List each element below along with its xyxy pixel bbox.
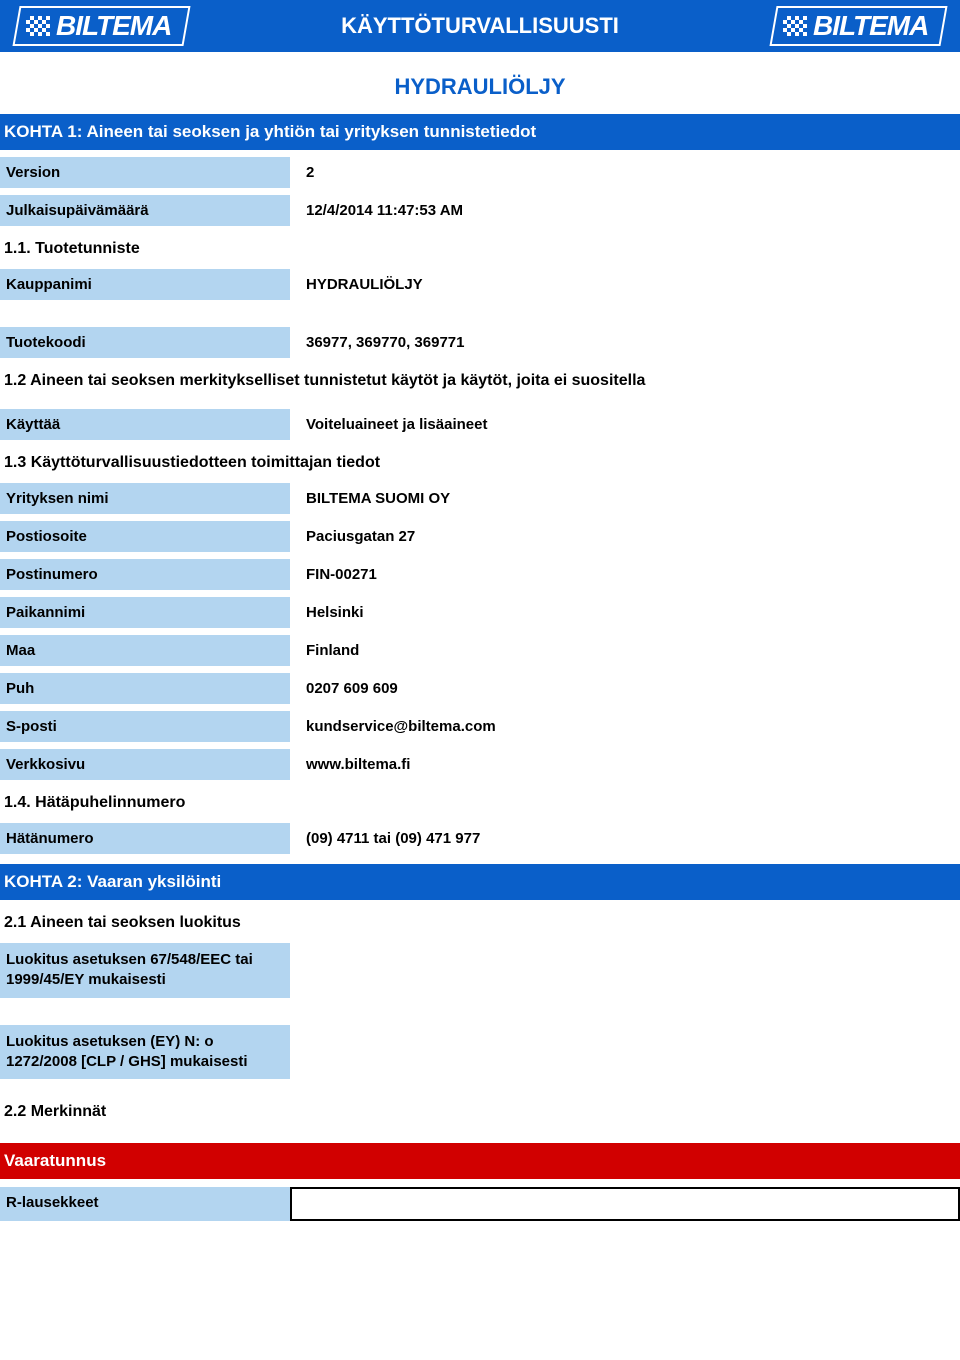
- logo-text: BILTEMA: [56, 10, 171, 42]
- product-subtitle-text: HYDRAULIÖLJY: [394, 74, 565, 99]
- row-tradename: Kauppanimi HYDRAULIÖLJY: [0, 269, 960, 300]
- value-city: Helsinki: [290, 597, 960, 628]
- value-productcode: 36977, 369770, 369771: [290, 327, 960, 358]
- row-city: Paikannimi Helsinki: [0, 597, 960, 628]
- row-email: S-posti kundservice@biltema.com: [0, 711, 960, 742]
- row-postcode: Postinumero FIN-00271: [0, 559, 960, 590]
- logo-text: BILTEMA: [813, 10, 928, 42]
- logo-right: BILTEMA: [769, 6, 947, 46]
- label-use: Käyttää: [0, 409, 290, 440]
- label-emergency: Hätänumero: [0, 823, 290, 854]
- product-subtitle: HYDRAULIÖLJY: [0, 52, 960, 114]
- section-1-heading: KOHTA 1: Aineen tai seoksen ja yhtiön ta…: [0, 114, 960, 150]
- label-r-phrases: R-lausekkeet: [0, 1187, 290, 1221]
- label-company: Yrityksen nimi: [0, 483, 290, 514]
- header-bar: BILTEMA KÄYTTÖTURVALLISUUSTI BILTEMA: [0, 0, 960, 52]
- label-address: Postiosoite: [0, 521, 290, 552]
- page-title: KÄYTTÖTURVALLISUUSTI: [335, 13, 625, 39]
- section-2-heading: KOHTA 2: Vaaran yksilöinti: [0, 864, 960, 900]
- row-r-phrases: R-lausekkeet: [0, 1187, 960, 1221]
- row-class-clp: Luokitus asetuksen (EY) N: o 1272/2008 […: [0, 1025, 960, 1080]
- value-tradename: HYDRAULIÖLJY: [290, 269, 960, 300]
- label-city: Paikannimi: [0, 597, 290, 628]
- value-class-eec: [290, 943, 960, 998]
- row-emergency: Hätänumero (09) 4711 tai (09) 471 977: [0, 823, 960, 854]
- value-company: BILTEMA SUOMI OY: [290, 483, 960, 514]
- row-class-eec: Luokitus asetuksen 67/548/EEC tai 1999/4…: [0, 943, 960, 998]
- label-pubdate: Julkaisupäivämäärä: [0, 195, 290, 226]
- sub-1-3: 1.3 Käyttöturvallisuustiedotteen toimitt…: [0, 440, 960, 476]
- row-version: Version 2: [0, 157, 960, 188]
- value-class-clp: [290, 1025, 960, 1080]
- row-use: Käyttää Voiteluaineet ja lisäaineet: [0, 409, 960, 440]
- value-web: www.biltema.fi: [290, 749, 960, 780]
- value-country: Finland: [290, 635, 960, 666]
- checker-icon: [783, 16, 807, 36]
- value-version: 2: [290, 157, 960, 188]
- sub-1-4: 1.4. Hätäpuhelinnumero: [0, 780, 960, 816]
- label-productcode: Tuotekoodi: [0, 327, 290, 358]
- logo-left: BILTEMA: [12, 6, 190, 46]
- value-use: Voiteluaineet ja lisäaineet: [290, 409, 960, 440]
- value-email: kundservice@biltema.com: [290, 711, 960, 742]
- checker-icon: [26, 16, 50, 36]
- label-postcode: Postinumero: [0, 559, 290, 590]
- value-postcode: FIN-00271: [290, 559, 960, 590]
- value-pubdate: 12/4/2014 11:47:53 AM: [290, 195, 960, 226]
- row-country: Maa Finland: [0, 635, 960, 666]
- row-phone: Puh 0207 609 609: [0, 673, 960, 704]
- value-phone: 0207 609 609: [290, 673, 960, 704]
- sub-1-2: 1.2 Aineen tai seoksen merkitykselliset …: [0, 358, 960, 392]
- label-email: S-posti: [0, 711, 290, 742]
- row-web: Verkkosivu www.biltema.fi: [0, 749, 960, 780]
- hazard-symbol-bar: Vaaratunnus: [0, 1143, 960, 1179]
- row-productcode: Tuotekoodi 36977, 369770, 369771: [0, 327, 960, 358]
- label-version: Version: [0, 157, 290, 188]
- sub-2-2: 2.2 Merkinnät: [0, 1089, 960, 1125]
- value-address: Paciusgatan 27: [290, 521, 960, 552]
- value-emergency: (09) 4711 tai (09) 471 977: [290, 823, 960, 854]
- row-address: Postiosoite Paciusgatan 27: [0, 521, 960, 552]
- row-company: Yrityksen nimi BILTEMA SUOMI OY: [0, 483, 960, 514]
- r-phrases-box: [290, 1187, 960, 1221]
- label-country: Maa: [0, 635, 290, 666]
- sub-2-1: 2.1 Aineen tai seoksen luokitus: [0, 900, 960, 936]
- label-class-eec: Luokitus asetuksen 67/548/EEC tai 1999/4…: [0, 943, 290, 998]
- sub-1-1: 1.1. Tuotetunniste: [0, 226, 960, 262]
- label-web: Verkkosivu: [0, 749, 290, 780]
- row-pubdate: Julkaisupäivämäärä 12/4/2014 11:47:53 AM: [0, 195, 960, 226]
- label-class-clp: Luokitus asetuksen (EY) N: o 1272/2008 […: [0, 1025, 290, 1080]
- label-phone: Puh: [0, 673, 290, 704]
- label-tradename: Kauppanimi: [0, 269, 290, 300]
